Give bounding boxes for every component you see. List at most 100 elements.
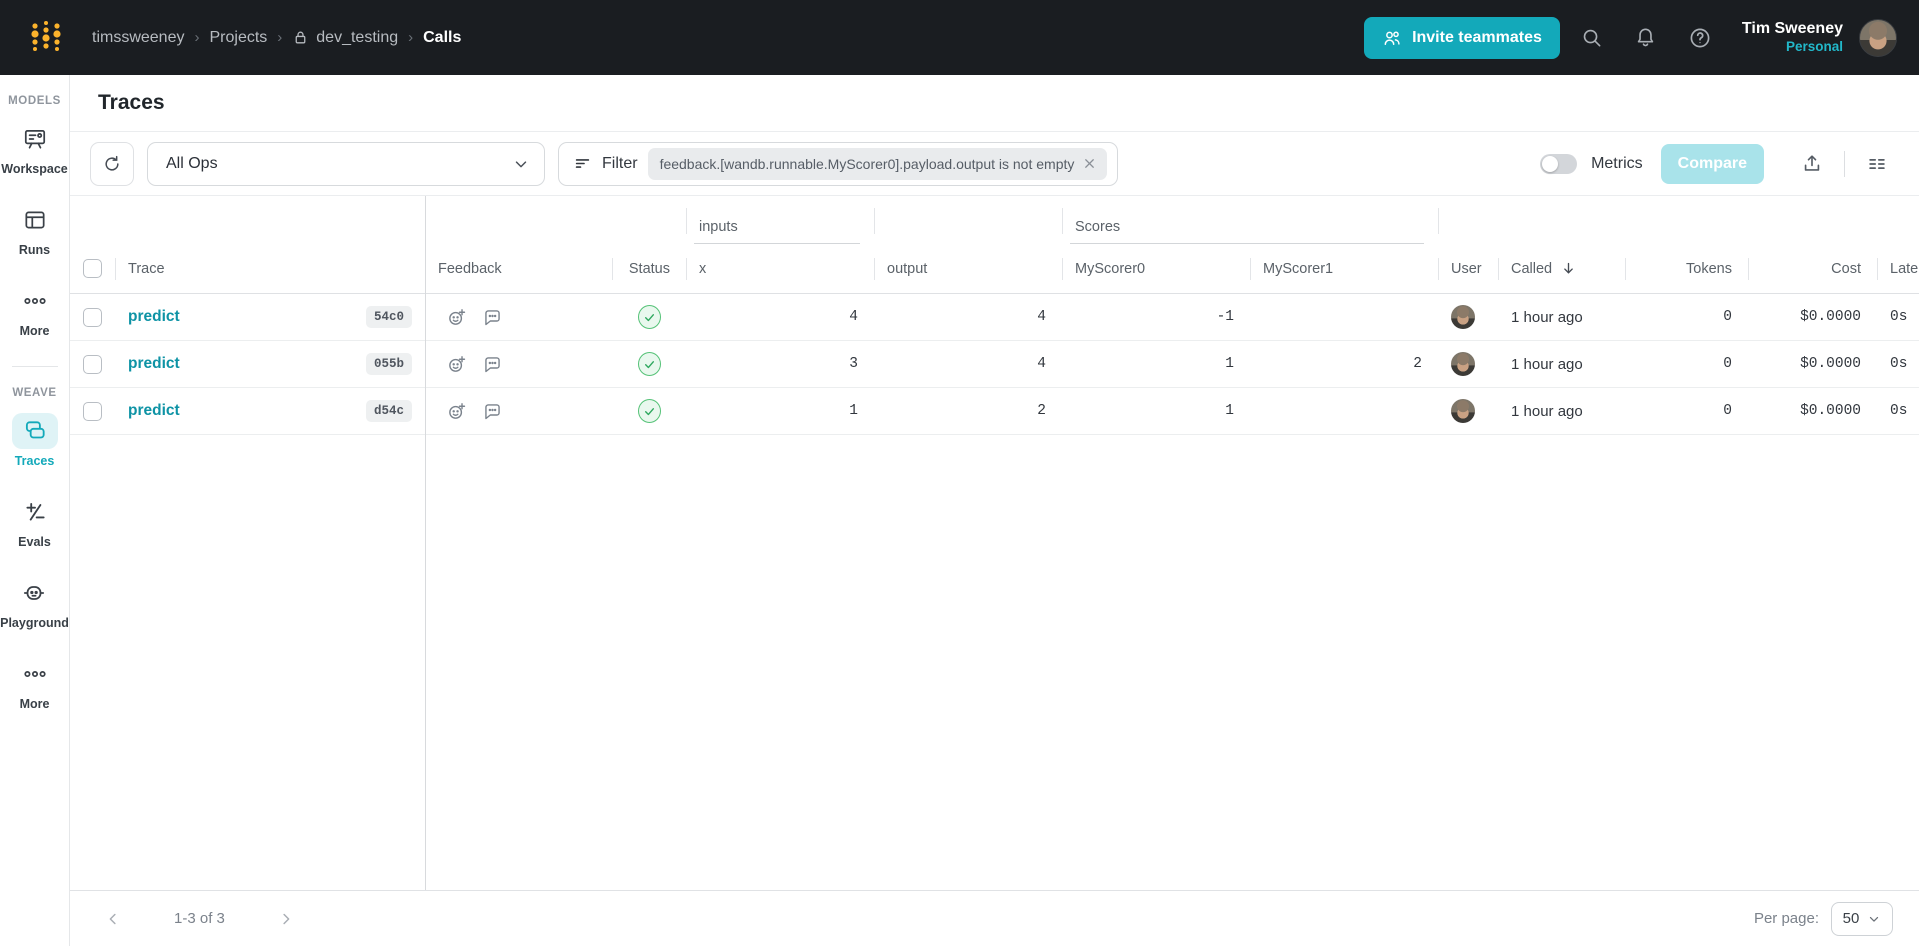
user-avatar[interactable]: [1451, 399, 1475, 423]
filter-bar[interactable]: Filter feedback.[wandb.runnable.MyScorer…: [558, 141, 1119, 186]
metrics-toggle[interactable]: [1540, 153, 1578, 174]
breadcrumb-entity[interactable]: timssweeney: [92, 28, 185, 46]
column-header-myscorer0[interactable]: MyScorer0: [1062, 244, 1250, 293]
cell-myscorer1: [1250, 294, 1438, 340]
more-icon: [12, 656, 58, 692]
cell-myscorer0: 1: [1225, 356, 1234, 372]
add-reaction-icon[interactable]: [446, 354, 467, 375]
cell-myscorer0: -1: [1216, 309, 1234, 325]
sidebar-item-playground[interactable]: Playground: [0, 575, 69, 630]
column-settings-icon[interactable]: [1859, 146, 1895, 182]
column-header-cost[interactable]: Cost: [1748, 244, 1877, 293]
column-header-x[interactable]: x: [686, 244, 874, 293]
filter-chip[interactable]: feedback.[wandb.runnable.MyScorer0].payl…: [647, 147, 1108, 180]
left-sidebar: MODELS Workspace: [0, 75, 70, 946]
op-filter-dropdown[interactable]: All Ops: [147, 141, 545, 186]
cell-myscorer1: 2: [1413, 356, 1422, 372]
sidebar-item-evals[interactable]: Evals: [12, 494, 58, 549]
evals-icon: [12, 494, 58, 530]
per-page-label: Per page:: [1753, 910, 1819, 927]
add-reaction-icon[interactable]: [446, 401, 467, 422]
column-header-user[interactable]: User: [1438, 244, 1498, 293]
column-header-tokens[interactable]: Tokens: [1625, 244, 1748, 293]
call-id-badge[interactable]: d54c: [365, 400, 412, 422]
select-all-checkbox[interactable]: [83, 259, 102, 278]
cell-x: 3: [849, 356, 858, 372]
sidebar-item-workspace[interactable]: Workspace: [1, 121, 68, 176]
user-avatar[interactable]: [1451, 305, 1475, 329]
sidebar-item-more-weave[interactable]: More: [12, 656, 58, 711]
breadcrumb-project[interactable]: dev_testing: [292, 29, 398, 47]
workspace-icon: [12, 121, 58, 157]
sidebar-item-traces[interactable]: Traces: [11, 413, 58, 468]
table-row[interactable]: predict 055b: [70, 341, 1919, 388]
op-link[interactable]: predict: [128, 402, 180, 419]
breadcrumb-separator: ›: [194, 29, 200, 46]
per-page-select[interactable]: 50: [1831, 901, 1893, 936]
compare-button[interactable]: Compare: [1660, 143, 1764, 184]
comment-icon[interactable]: [482, 401, 503, 422]
user-avatar[interactable]: [1451, 352, 1475, 376]
traces-icon: [11, 413, 58, 449]
call-id-badge[interactable]: 54c0: [365, 306, 412, 328]
close-icon[interactable]: [1082, 156, 1097, 171]
cell-cost: $0.0000: [1800, 356, 1861, 372]
breadcrumb-calls[interactable]: Calls: [423, 28, 462, 46]
column-header-latency[interactable]: Latency: [1877, 244, 1919, 293]
pagination-range: 1-3 of 3: [174, 910, 225, 927]
user-menu[interactable]: Tim Sweeney Personal: [1742, 19, 1843, 56]
op-link[interactable]: predict: [128, 308, 180, 325]
comment-icon[interactable]: [482, 307, 503, 328]
cell-called: 1 hour ago: [1511, 355, 1583, 373]
more-icon: [12, 283, 58, 319]
cell-tokens: 0: [1723, 309, 1732, 325]
cell-called: 1 hour ago: [1511, 308, 1583, 326]
refresh-button[interactable]: [90, 141, 134, 186]
sidebar-section-models: MODELS: [8, 95, 61, 107]
column-header-feedback[interactable]: Feedback: [438, 260, 502, 277]
column-header-output[interactable]: output: [874, 244, 1062, 293]
breadcrumb-projects[interactable]: Projects: [209, 28, 268, 46]
people-icon: [1382, 28, 1402, 48]
row-checkbox[interactable]: [83, 401, 102, 421]
column-header-myscorer1[interactable]: MyScorer1: [1250, 244, 1438, 293]
notifications-bell-icon[interactable]: [1624, 16, 1668, 60]
add-reaction-icon[interactable]: [446, 307, 467, 328]
wandb-logo-icon[interactable]: [26, 16, 66, 60]
search-icon[interactable]: [1570, 16, 1614, 60]
cell-called: 1 hour ago: [1511, 402, 1583, 420]
row-checkbox[interactable]: [83, 354, 102, 374]
user-avatar[interactable]: [1859, 18, 1897, 57]
page-title: Traces: [98, 91, 165, 114]
filter-label: Filter: [602, 154, 638, 172]
help-icon[interactable]: [1678, 16, 1722, 60]
table-row[interactable]: predict d54c: [70, 388, 1919, 435]
sidebar-divider: [11, 366, 58, 367]
success-check-icon: [637, 352, 661, 376]
column-header-status[interactable]: Status: [612, 244, 686, 293]
cell-myscorer0: 1: [1225, 403, 1234, 419]
breadcrumb-separator: ›: [408, 29, 414, 46]
table-row[interactable]: predict 54c0: [70, 294, 1919, 341]
sort-desc-arrow-icon[interactable]: [1560, 260, 1577, 277]
op-link[interactable]: predict: [128, 355, 180, 372]
column-header-called[interactable]: Called: [1498, 244, 1625, 293]
row-checkbox[interactable]: [83, 307, 102, 327]
cell-latency: 0s: [1890, 356, 1908, 372]
call-id-badge[interactable]: 055b: [365, 353, 412, 375]
export-icon[interactable]: [1794, 146, 1830, 182]
next-page-button[interactable]: [269, 902, 303, 936]
cell-output: 4: [1037, 309, 1046, 325]
invite-teammates-button[interactable]: Invite teammates: [1364, 16, 1560, 59]
comment-icon[interactable]: [482, 354, 503, 375]
cell-tokens: 0: [1723, 403, 1732, 419]
sidebar-item-runs[interactable]: Runs: [12, 202, 58, 257]
column-header-trace[interactable]: Trace: [115, 244, 425, 293]
filter-lines-icon: [573, 154, 592, 173]
prev-page-button[interactable]: [96, 902, 130, 936]
success-check-icon: [637, 305, 661, 329]
cell-latency: 0s: [1890, 403, 1908, 419]
user-name: Tim Sweeney: [1741, 20, 1843, 38]
sidebar-item-more-models[interactable]: More: [12, 283, 58, 338]
